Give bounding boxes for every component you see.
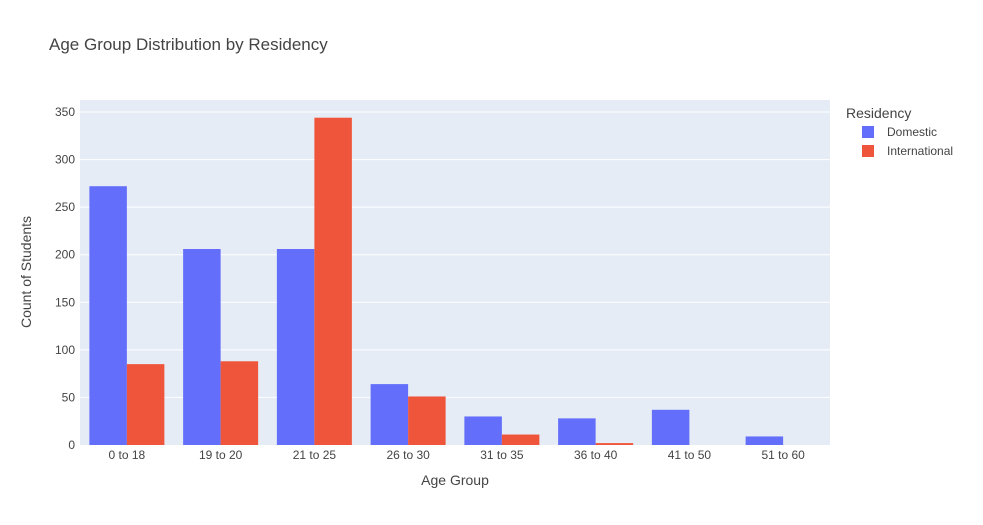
y-axis-ticks: 0 50 100 150 200 250 300 350	[55, 105, 75, 452]
legend-title: Residency	[846, 105, 911, 121]
y-tick-label: 300	[55, 153, 75, 167]
bar-domestic-6[interactable]	[651, 409, 690, 445]
x-axis-ticks: 0 to 18 19 to 20 21 to 25 26 to 30 31 to 35 3…	[109, 448, 806, 462]
y-tick-label: 100	[55, 343, 75, 357]
x-tick-label: 26 to 30	[386, 448, 430, 462]
y-tick-label: 0	[68, 438, 75, 452]
y-tick-label: 350	[55, 105, 75, 119]
bar-domestic-4[interactable]	[464, 416, 502, 445]
bar-domestic-1[interactable]	[183, 249, 221, 445]
legend-swatch-domestic[interactable]	[862, 126, 874, 138]
y-tick-label: 150	[55, 295, 75, 309]
bars[interactable]	[89, 117, 784, 446]
legend[interactable]: Residency Domestic International	[846, 105, 953, 158]
x-tick-label: 19 to 20	[199, 448, 243, 462]
y-tick-label: 50	[62, 390, 76, 404]
bar-domestic-5[interactable]	[558, 418, 596, 445]
bar-international-1[interactable]	[220, 361, 259, 445]
x-tick-label: 51 to 60	[761, 448, 805, 462]
legend-label-international[interactable]: International	[887, 144, 953, 158]
bar-domestic-3[interactable]	[370, 384, 409, 445]
x-tick-label: 21 to 25	[293, 448, 337, 462]
bar-international-5[interactable]	[595, 443, 634, 445]
bar-domestic-7[interactable]	[745, 436, 784, 445]
chart-title: Age Group Distribution by Residency	[49, 35, 328, 54]
bar-domestic-2[interactable]	[276, 249, 315, 445]
x-axis-title: Age Group	[421, 472, 489, 488]
bar-international-0[interactable]	[126, 364, 165, 445]
x-tick-label: 41 to 50	[668, 448, 712, 462]
bar-international-3[interactable]	[408, 396, 446, 445]
bar-international-2[interactable]	[314, 117, 352, 446]
legend-label-domestic[interactable]: Domestic	[887, 125, 937, 139]
y-tick-label: 250	[55, 200, 75, 214]
x-tick-label: 0 to 18	[109, 448, 146, 462]
bar-domestic-0[interactable]	[89, 186, 127, 445]
bar-international-4[interactable]	[501, 434, 540, 445]
y-axis-title: Count of Students	[18, 216, 34, 328]
legend-swatch-international[interactable]	[862, 145, 874, 157]
x-tick-label: 31 to 35	[480, 448, 524, 462]
x-tick-label: 36 to 40	[574, 448, 618, 462]
y-tick-label: 200	[55, 248, 75, 262]
